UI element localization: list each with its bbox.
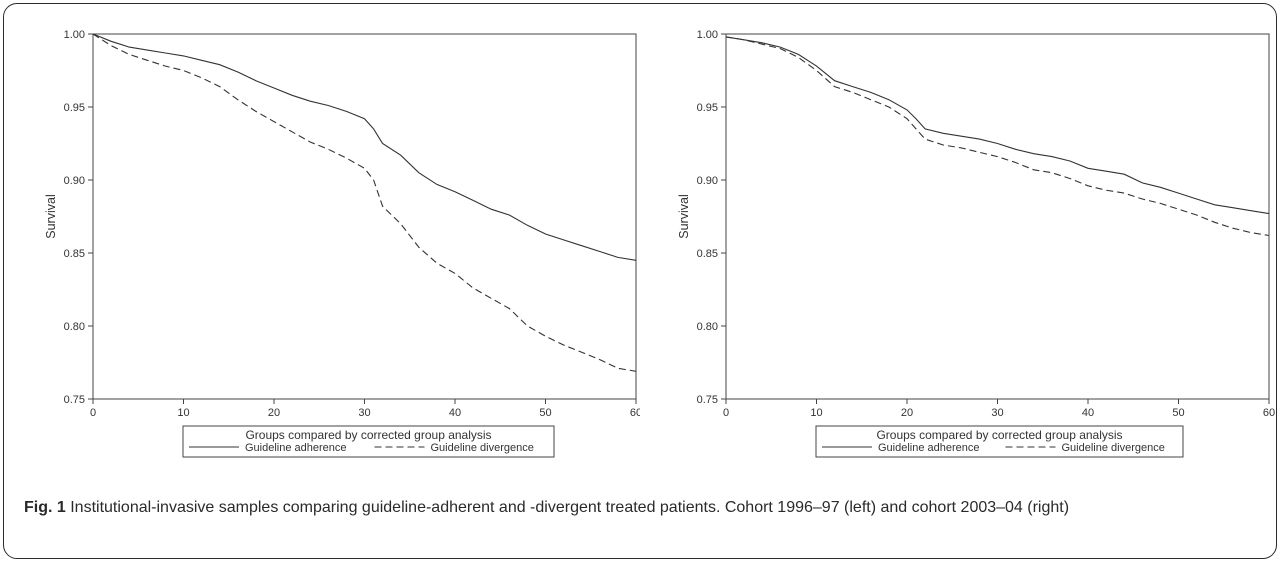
x-tick-label: 0 bbox=[723, 407, 729, 419]
y-tick-label: 0.85 bbox=[697, 248, 718, 260]
series-line-guideline-divergence bbox=[725, 36, 1270, 237]
series-line-guideline-adherence bbox=[92, 33, 637, 261]
legend-entry: Guideline divergence bbox=[1062, 442, 1165, 454]
y-tick-label: 0.90 bbox=[64, 175, 85, 187]
y-tick-label: 0.80 bbox=[64, 321, 85, 333]
plot-area bbox=[92, 33, 637, 400]
legend-box bbox=[182, 425, 555, 458]
legend-entry: Guideline divergence bbox=[431, 442, 534, 454]
x-tick-label: 60 bbox=[630, 407, 640, 419]
x-tick-label: 10 bbox=[177, 407, 189, 419]
x-tick-label: 10 bbox=[810, 407, 822, 419]
x-tick-label: 50 bbox=[539, 407, 551, 419]
legend-box bbox=[815, 425, 1184, 458]
y-tick-label: 0.75 bbox=[64, 394, 85, 406]
y-tick-label: 1.00 bbox=[697, 29, 718, 41]
x-tick-label: 40 bbox=[1082, 407, 1094, 419]
series-line-guideline-divergence bbox=[92, 33, 637, 372]
y-tick-label: 0.95 bbox=[64, 102, 85, 114]
plot-area bbox=[725, 33, 1270, 400]
chart-right: 0.750.800.850.900.951.000102030405060Obs… bbox=[677, 29, 1275, 458]
x-tick-label: 50 bbox=[1172, 407, 1184, 419]
legend-title: Groups compared by corrected group analy… bbox=[876, 428, 1122, 442]
y-tick-label: 1.00 bbox=[64, 29, 85, 41]
y-axis-title: Survival bbox=[44, 194, 58, 238]
x-tick-label: 30 bbox=[991, 407, 1003, 419]
x-tick-label: 30 bbox=[358, 407, 370, 419]
legend-title: Groups compared by corrected group analy… bbox=[245, 428, 491, 442]
figure-caption: Fig. 1 Institutional-invasive samples co… bbox=[24, 496, 1254, 520]
x-tick-label: 0 bbox=[90, 407, 96, 419]
figure-caption-text: Institutional-invasive samples comparing… bbox=[70, 499, 1070, 516]
legend-entry: Guideline adherence bbox=[245, 442, 347, 454]
y-tick-label: 0.95 bbox=[697, 102, 718, 114]
x-tick-label: 20 bbox=[901, 407, 913, 419]
y-tick-label: 0.80 bbox=[697, 321, 718, 333]
figure-frame bbox=[3, 3, 1277, 559]
y-tick-label: 0.85 bbox=[64, 248, 85, 260]
chart-left: 0.750.800.850.900.951.000102030405060Obs… bbox=[44, 29, 640, 458]
x-tick-label: 20 bbox=[268, 407, 280, 419]
legend-entry: Guideline adherence bbox=[878, 442, 980, 454]
x-tick-label: 40 bbox=[449, 407, 461, 419]
x-tick-label: 60 bbox=[1263, 407, 1275, 419]
y-tick-label: 0.75 bbox=[697, 394, 718, 406]
y-axis-title: Survival bbox=[677, 194, 691, 238]
series-line-guideline-adherence bbox=[725, 36, 1270, 215]
y-tick-label: 0.90 bbox=[697, 175, 718, 187]
figure-label: Fig. 1 bbox=[24, 499, 66, 516]
